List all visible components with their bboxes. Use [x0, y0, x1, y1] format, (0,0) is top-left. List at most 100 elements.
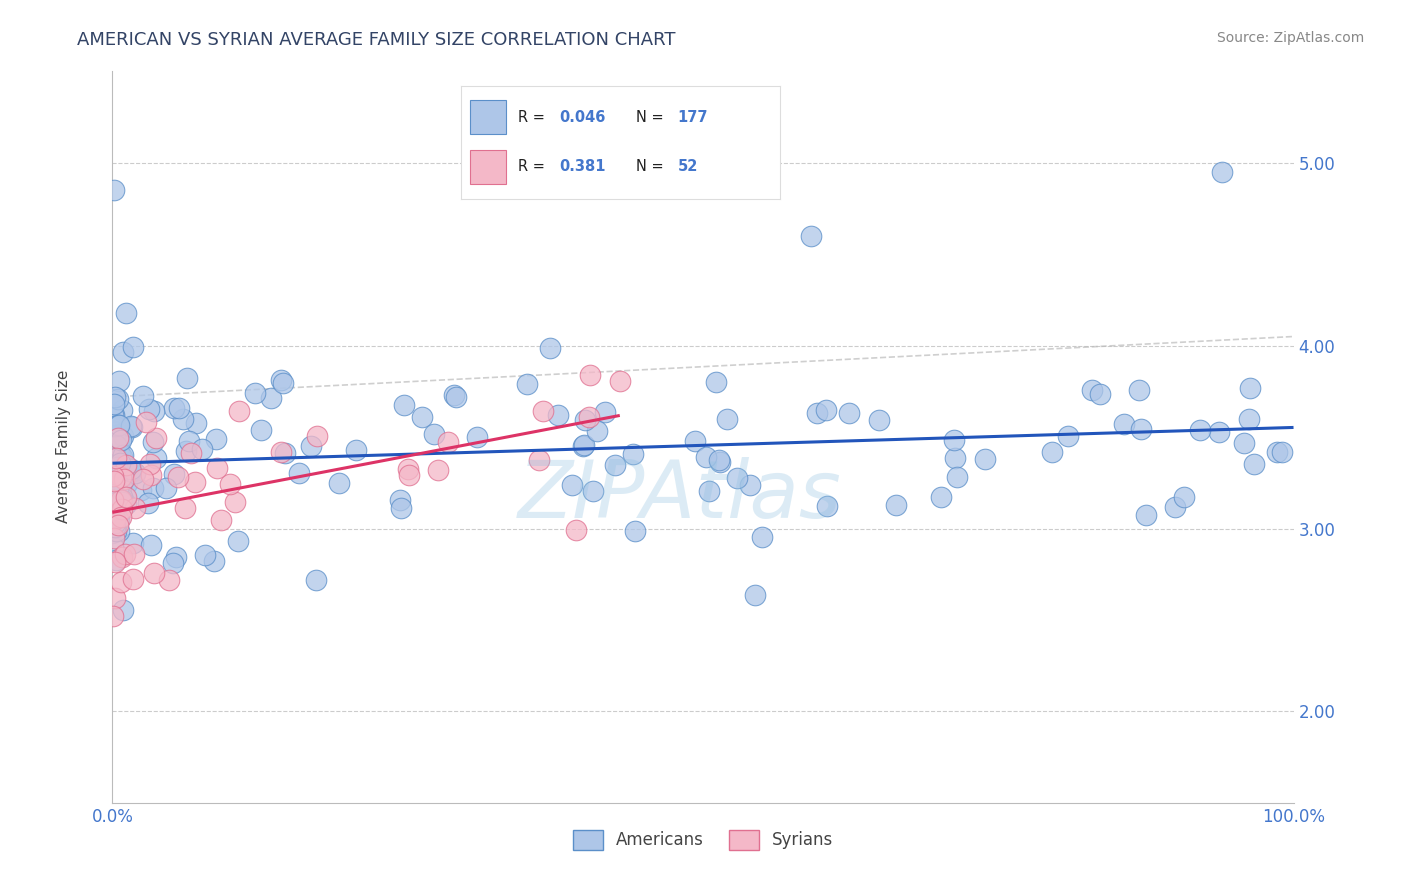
- Point: [389, 501, 412, 516]
- Point: [538, 341, 561, 355]
- Text: Average Family Size: Average Family Size: [56, 369, 70, 523]
- Point: [683, 434, 706, 448]
- Point: [392, 398, 415, 412]
- Point: [112, 493, 135, 508]
- Point: [228, 404, 250, 418]
- Point: [101, 466, 124, 480]
- Point: [101, 509, 124, 524]
- Point: [101, 608, 124, 623]
- Point: [578, 409, 600, 424]
- Point: [145, 431, 167, 445]
- Point: [174, 444, 197, 458]
- Point: [815, 499, 838, 513]
- Point: [1239, 381, 1261, 395]
- Point: [108, 456, 131, 470]
- Point: [1090, 387, 1112, 401]
- Point: [107, 485, 129, 500]
- Point: [1135, 508, 1157, 522]
- Point: [108, 512, 131, 526]
- Point: [107, 418, 129, 433]
- Point: [132, 472, 155, 486]
- Point: [111, 448, 134, 462]
- Point: [697, 483, 720, 498]
- Point: [143, 403, 166, 417]
- Point: [118, 467, 141, 481]
- Point: [143, 566, 166, 580]
- Point: [101, 475, 124, 489]
- Text: ZIPAtlas: ZIPAtlas: [517, 457, 841, 534]
- Point: [107, 392, 129, 407]
- Point: [108, 448, 131, 462]
- Point: [103, 452, 125, 467]
- Point: [104, 512, 127, 526]
- Point: [155, 481, 177, 495]
- Point: [104, 591, 127, 605]
- Point: [974, 451, 997, 466]
- Point: [104, 438, 127, 452]
- Point: [527, 453, 550, 467]
- Point: [115, 458, 138, 472]
- Point: [287, 467, 309, 481]
- Point: [398, 468, 420, 483]
- Point: [838, 406, 860, 420]
- Point: [561, 478, 583, 492]
- Point: [111, 492, 134, 507]
- Point: [115, 490, 138, 504]
- Point: [101, 467, 124, 481]
- Point: [423, 427, 446, 442]
- Point: [1208, 425, 1230, 440]
- Point: [1163, 500, 1185, 515]
- Point: [111, 549, 134, 564]
- Point: [101, 512, 124, 526]
- Point: [167, 401, 190, 415]
- Point: [136, 496, 159, 510]
- Point: [942, 433, 965, 447]
- Point: [173, 500, 195, 515]
- Point: [1211, 165, 1233, 179]
- Point: [117, 461, 139, 475]
- Point: [110, 505, 132, 519]
- Point: [191, 442, 214, 457]
- Point: [105, 553, 128, 567]
- Point: [141, 468, 163, 483]
- Point: [226, 533, 249, 548]
- Point: [396, 462, 419, 476]
- Point: [695, 450, 717, 464]
- Point: [120, 461, 142, 475]
- Point: [162, 556, 184, 570]
- Point: [572, 439, 595, 453]
- Point: [145, 450, 167, 465]
- Point: [105, 459, 128, 474]
- Point: [104, 524, 127, 539]
- Point: [107, 456, 129, 470]
- Point: [110, 510, 132, 524]
- Point: [328, 476, 350, 491]
- Point: [274, 446, 297, 460]
- Point: [101, 486, 124, 500]
- Point: [101, 408, 124, 422]
- Point: [138, 402, 160, 417]
- Point: [344, 442, 367, 457]
- Point: [107, 417, 129, 432]
- Point: [1233, 436, 1256, 450]
- Point: [111, 501, 134, 516]
- Point: [271, 376, 294, 391]
- Point: [104, 432, 127, 446]
- Point: [117, 475, 139, 490]
- Point: [224, 495, 246, 509]
- Point: [305, 428, 328, 442]
- Point: [163, 401, 186, 416]
- Point: [800, 229, 823, 244]
- Point: [124, 466, 146, 480]
- Point: [1271, 444, 1294, 458]
- Point: [104, 516, 127, 530]
- Point: [139, 538, 162, 552]
- Point: [104, 555, 127, 569]
- Point: [1243, 458, 1265, 472]
- Point: [103, 419, 125, 434]
- Point: [111, 429, 134, 443]
- Point: [572, 438, 595, 452]
- Point: [623, 524, 645, 538]
- Point: [108, 484, 131, 499]
- Point: [120, 464, 142, 478]
